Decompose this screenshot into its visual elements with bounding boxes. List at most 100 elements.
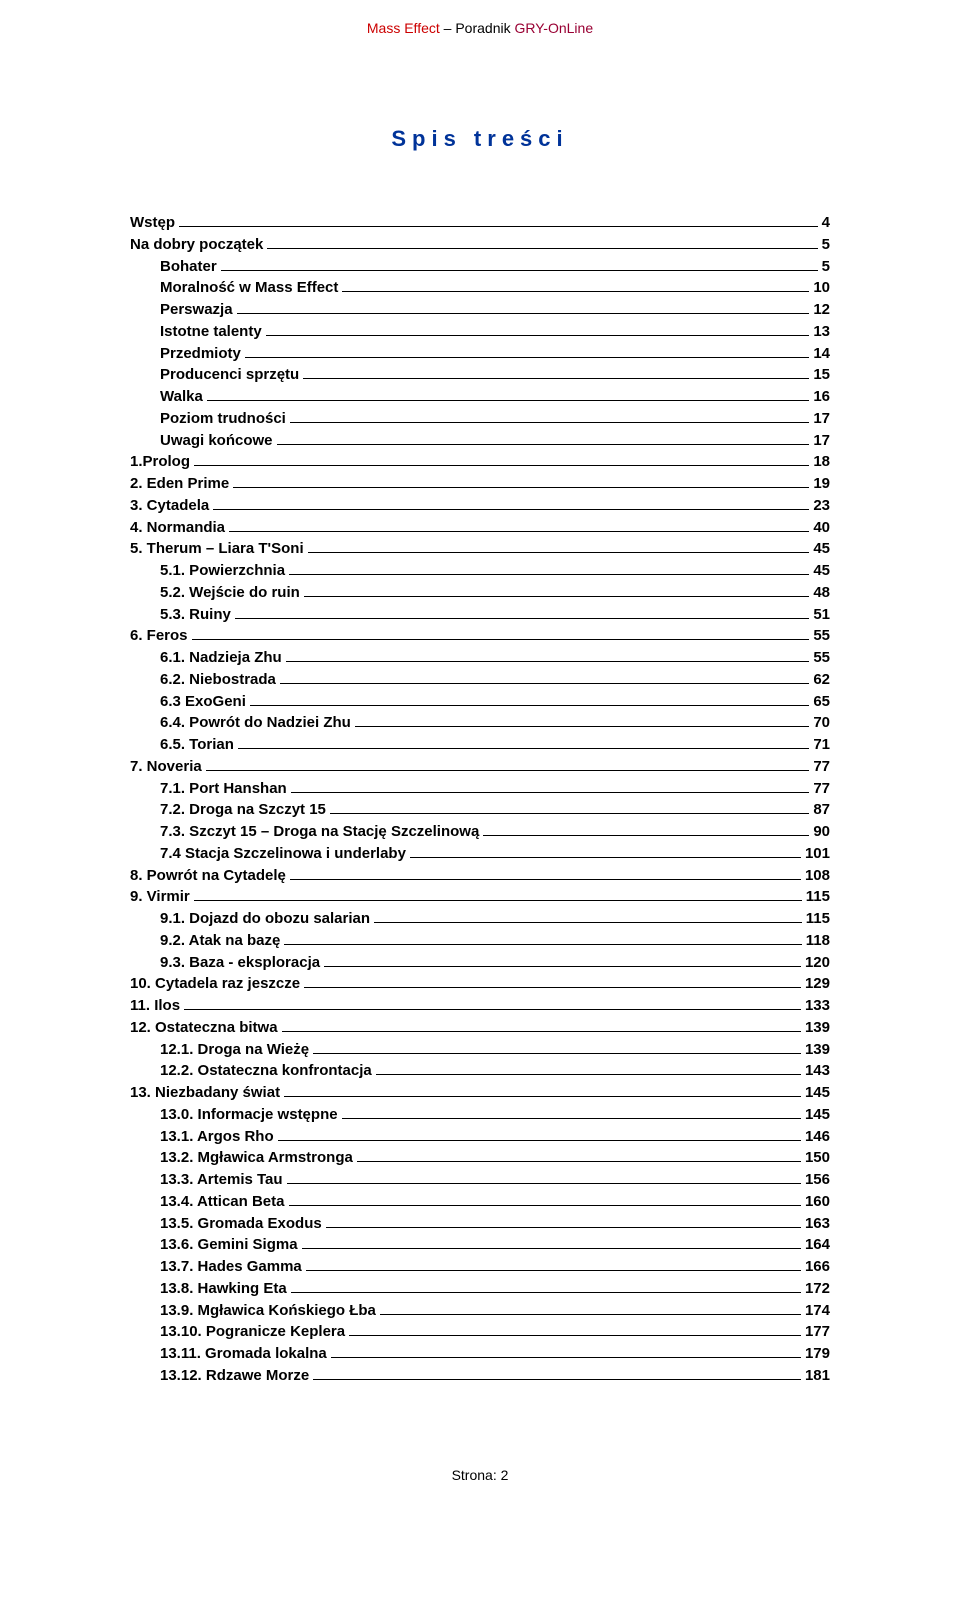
toc-row: Bohater5: [130, 256, 830, 278]
toc-row: 13.11. Gromada lokalna 179: [130, 1343, 830, 1365]
toc-row: Przedmioty14: [130, 343, 830, 365]
toc-page-number: 71: [813, 734, 830, 756]
toc-row: 9. Virmir115: [130, 886, 830, 908]
toc-label: 13.11. Gromada lokalna: [160, 1343, 327, 1365]
toc-row: 6.5. Torian71: [130, 734, 830, 756]
toc-leader: [306, 1270, 801, 1271]
toc-page-number: 179: [805, 1343, 830, 1365]
toc-label: 9.1. Dojazd do obozu salarian: [160, 908, 370, 930]
toc-row: 7.4 Stacja Szczelinowa i underlaby101: [130, 843, 830, 865]
toc-leader: [313, 1053, 801, 1054]
toc-leader: [221, 270, 818, 271]
toc-row: 5.3. Ruiny 51: [130, 604, 830, 626]
toc-page-number: 62: [813, 669, 830, 691]
toc-leader: [213, 509, 809, 510]
table-of-contents: Wstęp4Na dobry początek5Bohater5Moralnoś…: [130, 212, 830, 1387]
toc-page-number: 156: [805, 1169, 830, 1191]
toc-leader: [290, 879, 801, 880]
header-game-title: Mass Effect: [367, 20, 440, 36]
toc-leader: [410, 857, 801, 858]
toc-label: 13.6. Gemini Sigma: [160, 1234, 298, 1256]
toc-label: 6.4. Powrót do Nadziei Zhu: [160, 712, 351, 734]
toc-row: Poziom trudności17: [130, 408, 830, 430]
toc-leader: [282, 1031, 801, 1032]
toc-label: Walka: [160, 386, 203, 408]
toc-label: 5.3. Ruiny: [160, 604, 231, 626]
toc-leader: [237, 313, 810, 314]
header-separator: –: [440, 20, 456, 36]
toc-row: 13.5. Gromada Exodus163: [130, 1213, 830, 1235]
toc-page-number: 14: [813, 343, 830, 365]
toc-page-number: 115: [806, 908, 830, 930]
toc-label: 5.2. Wejście do ruin: [160, 582, 300, 604]
toc-page-number: 77: [813, 756, 830, 778]
toc-leader: [303, 378, 809, 379]
toc-page-number: 143: [805, 1060, 830, 1082]
toc-label: 13.0. Informacje wstępne: [160, 1104, 338, 1126]
toc-leader: [330, 813, 809, 814]
toc-label: 13.5. Gromada Exodus: [160, 1213, 322, 1235]
toc-row: 12. Ostateczna bitwa 139: [130, 1017, 830, 1039]
toc-label: 7. Noveria: [130, 756, 202, 778]
toc-page-number: 48: [813, 582, 830, 604]
page-header: Mass Effect – Poradnik GRY-OnLine: [130, 20, 830, 36]
toc-leader: [302, 1248, 801, 1249]
toc-row: Istotne talenty13: [130, 321, 830, 343]
toc-label: Wstęp: [130, 212, 175, 234]
toc-row: 7.3. Szczyt 15 – Droga na Stację Szczeli…: [130, 821, 830, 843]
toc-row: 9.2. Atak na bazę 118: [130, 930, 830, 952]
toc-leader: [245, 357, 809, 358]
toc-page-number: 90: [813, 821, 830, 843]
toc-leader: [284, 944, 801, 945]
toc-page-number: 139: [805, 1017, 830, 1039]
toc-leader: [250, 705, 809, 706]
toc-leader: [374, 922, 802, 923]
toc-label: 12.1. Droga na Wieżę: [160, 1039, 309, 1061]
toc-leader: [380, 1314, 801, 1315]
toc-page-number: 145: [805, 1082, 830, 1104]
toc-page-number: 5: [822, 234, 830, 256]
page-footer: Strona: 2: [130, 1467, 830, 1483]
toc-page-number: 17: [813, 408, 830, 430]
toc-label: 12. Ostateczna bitwa: [130, 1017, 278, 1039]
toc-row: Na dobry początek5: [130, 234, 830, 256]
toc-page-number: 55: [813, 647, 830, 669]
toc-leader: [289, 1205, 801, 1206]
toc-page-number: 18: [813, 451, 830, 473]
toc-row: Walka 16: [130, 386, 830, 408]
toc-label: 12.2. Ostateczna konfrontacja: [160, 1060, 372, 1082]
toc-leader: [267, 248, 817, 249]
toc-leader: [357, 1161, 801, 1162]
toc-row: 3. Cytadela23: [130, 495, 830, 517]
toc-page-number: 51: [813, 604, 830, 626]
toc-leader: [233, 487, 809, 488]
toc-leader: [313, 1379, 801, 1380]
toc-page-number: 16: [813, 386, 830, 408]
toc-leader: [483, 835, 809, 836]
toc-row: 13.9. Mgławica Końskiego Łba174: [130, 1300, 830, 1322]
toc-leader: [290, 422, 809, 423]
toc-label: 13.10. Pogranicze Keplera: [160, 1321, 345, 1343]
toc-page-number: 150: [805, 1147, 830, 1169]
toc-label: 13.4. Attican Beta: [160, 1191, 285, 1213]
toc-row: 5. Therum – Liara T'Soni45: [130, 538, 830, 560]
toc-row: 13.1. Argos Rho146: [130, 1126, 830, 1148]
toc-label: 9.3. Baza - eksploracja: [160, 952, 320, 974]
page: Mass Effect – Poradnik GRY-OnLine Spis t…: [0, 0, 960, 1523]
toc-page-number: 118: [806, 930, 830, 952]
toc-leader: [206, 770, 810, 771]
toc-row: 5.1. Powierzchnia45: [130, 560, 830, 582]
toc-page-number: 145: [805, 1104, 830, 1126]
toc-label: 2. Eden Prime: [130, 473, 229, 495]
toc-row: Moralność w Mass Effect10: [130, 277, 830, 299]
toc-leader: [291, 1292, 801, 1293]
toc-label: 13.8. Hawking Eta: [160, 1278, 287, 1300]
toc-label: 9.2. Atak na bazę: [160, 930, 280, 952]
toc-label: 13. Niezbadany świat: [130, 1082, 280, 1104]
toc-leader: [179, 226, 818, 227]
toc-label: 6.3 ExoGeni: [160, 691, 246, 713]
toc-page-number: 139: [805, 1039, 830, 1061]
toc-label: Bohater: [160, 256, 217, 278]
toc-label: 7.4 Stacja Szczelinowa i underlaby: [160, 843, 406, 865]
toc-row: 13.8. Hawking Eta172: [130, 1278, 830, 1300]
